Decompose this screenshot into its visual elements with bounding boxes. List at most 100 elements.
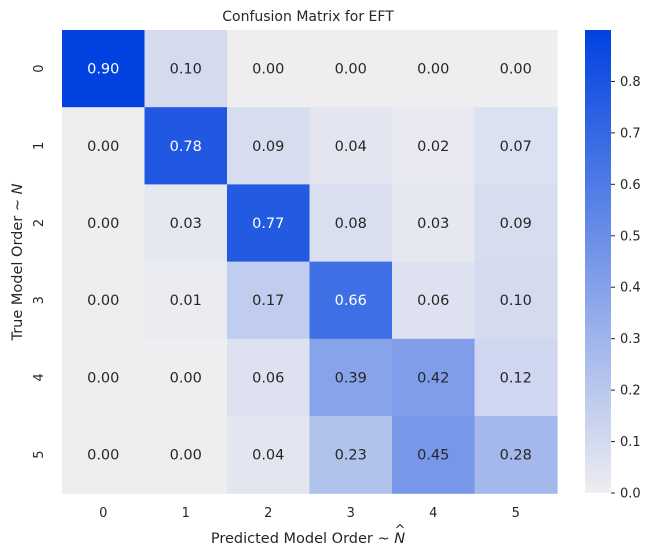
colorbar-tick-label-2: 0.2: [620, 384, 641, 399]
colorbar-tick-label-4: 0.4: [620, 281, 641, 296]
chart-title: Confusion Matrix for EFT: [222, 9, 394, 25]
heatmap-cell-0-1: [144, 30, 228, 108]
heatmap-cell-label-1-2: 0.09: [252, 139, 284, 155]
x-axis-ticks: 0 1 2 3 4 5: [99, 506, 520, 521]
heatmap-cell-label-4-4: 0.42: [417, 370, 449, 386]
y-tick-label-5: 5: [32, 450, 47, 458]
heatmap-cell-3-1: [144, 261, 228, 340]
heatmap-cell-2-3: [309, 184, 393, 263]
heatmap-cell-label-4-1: 0.00: [170, 370, 202, 386]
heatmap-cell-label-5-2: 0.04: [252, 448, 284, 464]
x-tick-label-0: 0: [99, 506, 107, 521]
heatmap-cell-label-1-0: 0.00: [87, 139, 119, 155]
y-tick-label-2: 2: [32, 219, 47, 227]
heatmap-cell-5-1: [144, 416, 228, 494]
heatmap-cell-2-1: [144, 184, 228, 263]
heatmap-cell-label-5-1: 0.00: [170, 448, 202, 464]
colorbar-ticks: 0.0 0.1 0.2 0.3 0.4 0.5 0.6 0.7 0.8: [611, 75, 641, 502]
heatmap-cell-4-3: [309, 338, 393, 417]
heatmap-cell-label-2-3: 0.08: [335, 216, 367, 232]
y-tick-label-1: 1: [32, 142, 47, 150]
heatmap-cell-3-4: [392, 261, 476, 340]
heatmap-cell-label-5-5: 0.28: [500, 448, 532, 464]
heatmap-cell-label-0-2: 0.00: [252, 62, 284, 78]
heatmap-cell-0-3: [309, 30, 393, 108]
heatmap-cell-label-3-2: 0.17: [252, 293, 284, 309]
heatmap-cell-label-2-2: 0.77: [252, 216, 284, 232]
heatmap-cell-2-2: [227, 184, 311, 263]
y-tick-label-3: 3: [32, 296, 47, 304]
colorbar-tick-label-3: 0.3: [620, 332, 641, 347]
colorbar-tick-label-5: 0.5: [620, 229, 641, 244]
heatmap-cell-3-3: [309, 261, 393, 340]
heatmap-cell-1-5: [474, 107, 558, 185]
heatmap-cell-label-2-1: 0.03: [170, 216, 202, 232]
x-tick-label-5: 5: [512, 506, 520, 521]
heatmap-cell-1-0: [62, 107, 146, 185]
y-axis-label: True Model Order ~ N: [10, 183, 26, 341]
heatmap-cell-label-0-1: 0.10: [170, 62, 202, 78]
heatmap-cell-label-1-3: 0.04: [335, 139, 367, 155]
colorbar-tick-label-6: 0.6: [620, 178, 641, 193]
y-axis-label-text: True Model Order ~: [10, 199, 26, 342]
heatmap-cell-label-5-3: 0.23: [335, 448, 367, 464]
heatmap-cell-2-0: [62, 184, 146, 263]
heatmap-cell-label-4-2: 0.06: [252, 370, 284, 386]
heatmap-cell-label-2-5: 0.09: [500, 216, 532, 232]
heatmap-cell-4-5: [474, 338, 558, 417]
colorbar-scale: [585, 30, 611, 493]
heatmap-cell-3-2: [227, 261, 311, 340]
heatmap-cell-0-0: [62, 30, 146, 108]
heatmap-cell-0-5: [474, 30, 558, 108]
colorbar-tick-label-1: 0.1: [620, 435, 641, 450]
heatmap-cell-1-4: [392, 107, 476, 185]
heatmap-cell-0-4: [392, 30, 476, 108]
x-axis-label-hat: ^: [395, 523, 406, 538]
heatmap-cell-label-0-4: 0.00: [417, 62, 449, 78]
heatmap-cell-5-4: [392, 416, 476, 494]
heatmap-cell-1-2: [227, 107, 311, 185]
heatmap-cell-label-3-3: 0.66: [335, 293, 367, 309]
heatmap-cell-label-5-0: 0.00: [87, 448, 119, 464]
heatmap-cell-label-1-5: 0.07: [500, 139, 532, 155]
heatmap-cell-label-4-5: 0.12: [500, 370, 532, 386]
heatmap-cell-label-3-4: 0.06: [417, 293, 449, 309]
colorbar-tick-label-7: 0.7: [620, 126, 641, 141]
heatmap-cell-label-0-5: 0.00: [500, 62, 532, 78]
x-tick-label-4: 4: [429, 506, 437, 521]
x-axis-label: Predicted Model Order ~ N: [211, 531, 405, 547]
heatmap-cell-label-3-5: 0.10: [500, 293, 532, 309]
heatmap-cell-2-4: [392, 184, 476, 263]
colorbar-tick-label-0: 0.0: [620, 487, 641, 502]
heatmap-cell-label-2-0: 0.00: [87, 216, 119, 232]
heatmap-cell-label-3-0: 0.00: [87, 293, 119, 309]
heatmap-cell-label-1-4: 0.02: [417, 139, 449, 155]
heatmap-cell-label-3-1: 0.01: [170, 293, 202, 309]
heatmap-cell-4-1: [144, 338, 228, 417]
heatmap-cell-5-3: [309, 416, 393, 494]
x-tick-label-1: 1: [182, 506, 190, 521]
heatmap-cell-label-0-3: 0.00: [335, 62, 367, 78]
x-axis-label-text: Predicted Model Order ~: [211, 531, 390, 547]
heatmap-cell-label-5-4: 0.45: [417, 448, 449, 464]
heatmap-cell-2-5: [474, 184, 558, 263]
x-tick-label-2: 2: [264, 506, 272, 521]
colorbar: 0.0 0.1 0.2 0.3 0.4 0.5 0.6 0.7 0.8: [585, 30, 641, 502]
heatmap-cell-label-4-3: 0.39: [335, 370, 367, 386]
heatmap-cell-label-0-0: 0.90: [87, 62, 119, 78]
heatmap-cell-label-1-1: 0.78: [170, 139, 202, 155]
heatmap-cell-5-5: [474, 416, 558, 494]
heatmap-cell-4-2: [227, 338, 311, 417]
heatmap-cell-0-2: [227, 30, 311, 108]
heatmap-cell-4-4: [392, 338, 476, 417]
heatmap-cell-5-2: [227, 416, 311, 494]
heatmap-cell-3-5: [474, 261, 558, 340]
y-tick-label-4: 4: [32, 373, 47, 381]
heatmap-cell-1-1: [144, 107, 228, 185]
y-axis-label-symbol: N: [10, 183, 26, 194]
x-axis-label-symbol: N: [394, 531, 405, 547]
y-axis-ticks: 0 1 2 3 4 5: [32, 64, 47, 458]
heatmap-cell-label-2-4: 0.03: [417, 216, 449, 232]
x-tick-label-3: 3: [347, 506, 355, 521]
